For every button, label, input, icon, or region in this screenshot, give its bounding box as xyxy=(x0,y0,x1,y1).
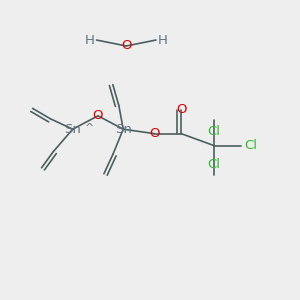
Text: O: O xyxy=(149,127,160,140)
Text: O: O xyxy=(121,40,131,52)
Text: H: H xyxy=(85,34,95,46)
Text: ^: ^ xyxy=(84,123,94,133)
Text: H: H xyxy=(158,34,167,46)
Text: Cl: Cl xyxy=(207,125,220,138)
Text: Cl: Cl xyxy=(244,139,257,152)
Text: O: O xyxy=(93,109,103,122)
Text: Cl: Cl xyxy=(207,158,220,171)
Text: Sn: Sn xyxy=(64,123,81,136)
Text: Sn: Sn xyxy=(115,123,132,136)
Text: O: O xyxy=(176,103,187,116)
